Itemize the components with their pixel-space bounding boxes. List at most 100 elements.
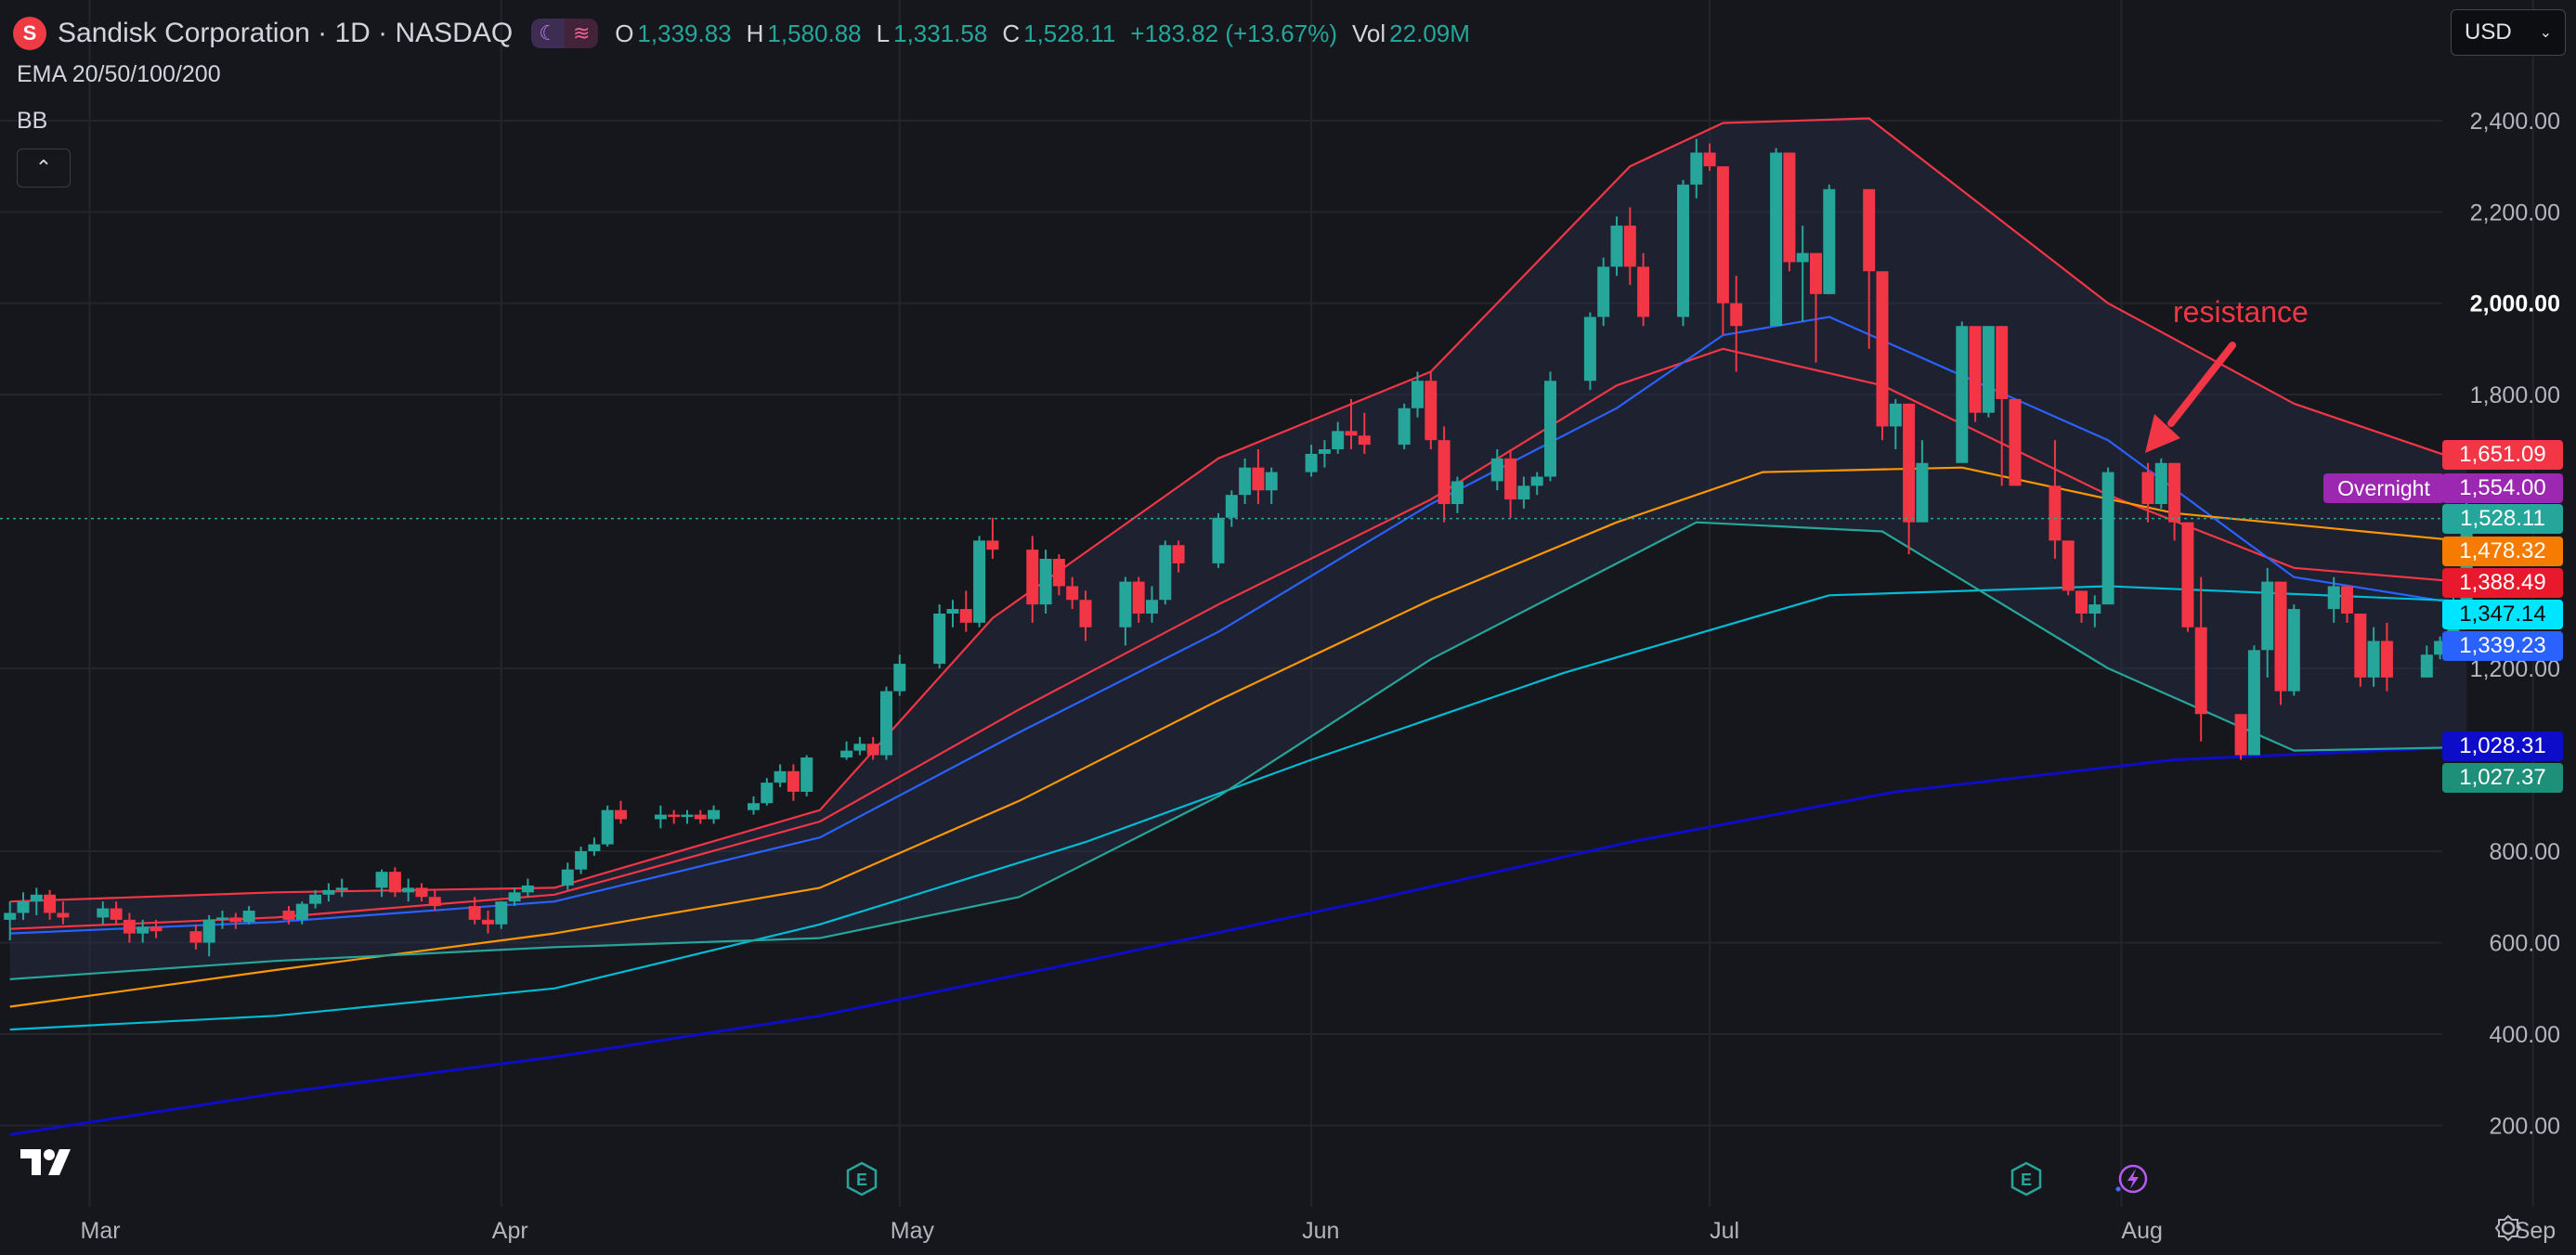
candle-body (309, 894, 322, 904)
candle-body (1039, 558, 1052, 605)
candle-down (1623, 207, 1636, 285)
candle-body (2101, 472, 2114, 605)
candle-up (1412, 371, 1424, 418)
candle-up (309, 889, 322, 909)
time-tick-label: Mar (81, 1218, 121, 1244)
resistance-annotation[interactable]: resistance (2173, 295, 2309, 329)
bb-lower-line (9, 521, 2467, 980)
close-price-label: 1,528.11 (2442, 504, 2563, 534)
candle-up (681, 809, 694, 824)
candle-down (986, 517, 999, 559)
candle-body (946, 609, 959, 614)
price-axis[interactable]: 2,400.002,200.002,000.001,800.001,200.00… (2470, 109, 2560, 1140)
volume-label: Vol (1352, 19, 1386, 47)
candle-up (216, 911, 228, 929)
candle-body (1358, 435, 1371, 446)
ema200-price-label: 1,028.31 (2442, 731, 2563, 761)
candle-up (375, 869, 388, 898)
currency-select[interactable]: USD ⌄ (2451, 9, 2566, 56)
earnings-icon[interactable]: E (844, 1161, 879, 1197)
candle-up (853, 736, 866, 756)
high-value: 1,580.88 (767, 19, 862, 47)
candle-up (495, 901, 508, 929)
candle-body (2327, 586, 2340, 610)
ema50-line (9, 316, 2467, 935)
candle-down (1026, 536, 1039, 623)
candle-body (2367, 640, 2380, 678)
bb-lower-price-label: 1,027.37 (2442, 763, 2563, 793)
candle-body (2088, 604, 2101, 614)
candle-down (1079, 590, 1092, 641)
candle-body (880, 691, 892, 756)
candle-down (2181, 522, 2194, 632)
candle-body (1703, 152, 1716, 167)
tradingview-logo-icon[interactable] (19, 1144, 80, 1181)
overnight-price-label: 1,554.00 (2442, 473, 2563, 503)
lightning-event-icon[interactable] (2114, 1161, 2149, 1197)
chevron-up-icon: ⌃ (34, 156, 53, 179)
candle-down (787, 764, 800, 801)
symbol-title[interactable]: Sandisk Corporation · 1D · NASDAQ (58, 18, 514, 48)
candle-body (4, 912, 17, 920)
candle-up (761, 778, 774, 806)
gear-icon[interactable] (2494, 1214, 2522, 1242)
ohlc-legend: O 1,339.83 H 1,580.88 L 1,331.58 C 1,528… (615, 19, 1485, 48)
candle-body (1412, 381, 1424, 408)
moon-icon[interactable]: ☾ (531, 19, 566, 48)
candle-body (1796, 252, 1809, 263)
ema-indicator-label[interactable]: EMA 20/50/100/200 (17, 61, 221, 87)
candles (0, 138, 2473, 957)
candle-down (1730, 276, 1743, 372)
candle-body (1305, 453, 1318, 472)
candle-up (1332, 421, 1345, 454)
time-axis[interactable]: Mar Apr May Jun Jul Aug Sep (81, 1218, 2556, 1244)
price-tick-label: 2,200.00 (2470, 200, 2560, 226)
candle-body (575, 851, 588, 870)
candle-up (1225, 490, 1238, 527)
candle-up (933, 604, 946, 668)
candle-body (1026, 550, 1039, 605)
candle-body (402, 887, 415, 893)
candle-body (1159, 545, 1172, 601)
candle-up (2247, 645, 2260, 756)
candle-body (1583, 317, 1596, 382)
price-tick-label: 600.00 (2490, 931, 2560, 957)
candle-up (2101, 467, 2114, 605)
candle-up (893, 654, 906, 696)
candle-down (482, 911, 494, 934)
candle-down (282, 906, 295, 925)
candle-body (2168, 462, 2181, 523)
candle-down (1438, 426, 1451, 523)
wave-icon[interactable]: ≋ (565, 19, 599, 48)
session-chips[interactable]: ☾ ≋ (531, 19, 599, 48)
candle-body (295, 903, 308, 920)
candle-body (986, 540, 999, 550)
collapse-indicators-button[interactable]: ⌃ (17, 149, 71, 188)
candle-body (30, 894, 43, 902)
candle-down (2341, 586, 2353, 623)
candle-body (2062, 540, 2075, 591)
candle-up (1212, 512, 1225, 568)
candle-body (2247, 650, 2260, 756)
candle-body (959, 609, 972, 623)
candle-body (2420, 654, 2433, 678)
bb-indicator-label[interactable]: BB (17, 108, 48, 134)
candle-body (2274, 581, 2287, 692)
candle-up (880, 686, 892, 760)
price-tick-label: 1,800.00 (2470, 382, 2560, 408)
earnings-icon[interactable]: E (2009, 1161, 2044, 1197)
candle-up (840, 741, 853, 760)
candle-up (2261, 567, 2274, 678)
candle-up (1916, 440, 1929, 523)
candle-body (150, 926, 163, 932)
candle-down (866, 736, 879, 760)
price-tick-label: 400.00 (2490, 1022, 2560, 1048)
candle-down (1969, 326, 1982, 422)
candle-up (1583, 312, 1596, 391)
candle-body (189, 931, 202, 943)
candle-up (1517, 476, 1530, 509)
candle-down (150, 919, 163, 938)
candle-body (2181, 522, 2194, 628)
candle-up (137, 919, 150, 943)
